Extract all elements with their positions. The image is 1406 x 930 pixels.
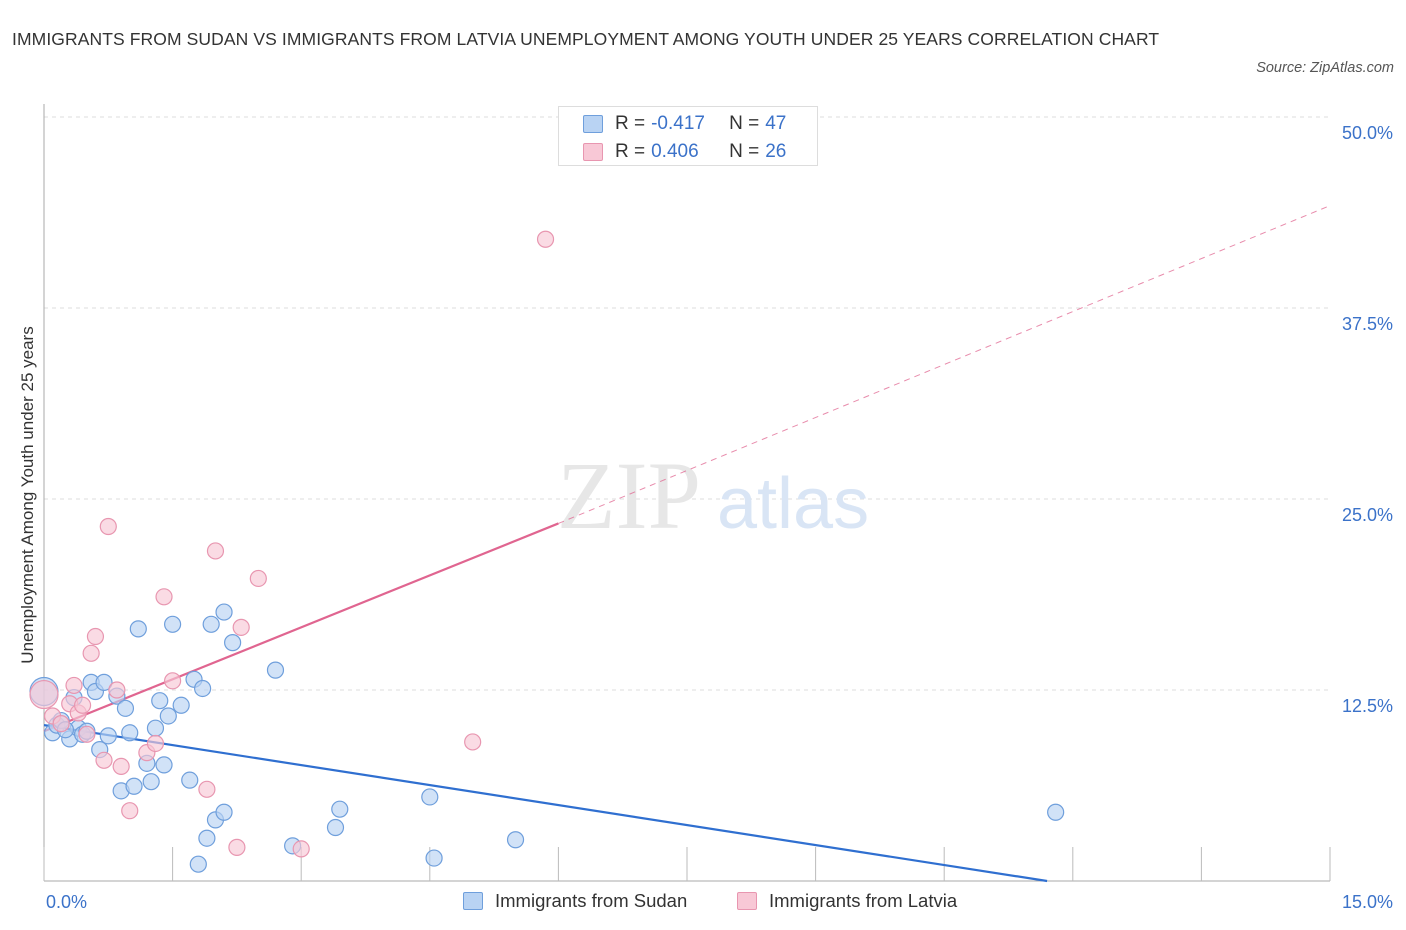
latvia-point bbox=[146, 734, 165, 753]
latvia-point bbox=[95, 751, 113, 769]
y-tick-label: 25.0% bbox=[1342, 505, 1393, 525]
latvia-point bbox=[82, 644, 100, 662]
sudan-point bbox=[159, 707, 177, 725]
sudan-point bbox=[202, 615, 220, 633]
sudan-point bbox=[146, 719, 165, 737]
n-value-latvia: 26 bbox=[765, 141, 787, 162]
watermark: ZIP atlas bbox=[557, 442, 869, 549]
n-label: N = bbox=[729, 141, 760, 162]
trend-lines bbox=[43, 205, 1331, 883]
latvia-point bbox=[232, 618, 250, 636]
latvia-swatch bbox=[737, 892, 757, 910]
latvia-swatch bbox=[583, 143, 603, 161]
legend-item-latvia[interactable]: Immigrants from Latvia bbox=[737, 890, 957, 912]
sudan-point bbox=[215, 603, 233, 621]
watermark-zip: ZIP bbox=[557, 442, 701, 549]
sudan-point bbox=[331, 800, 349, 818]
sudan-point bbox=[215, 803, 233, 821]
latvia-point bbox=[99, 517, 117, 536]
sudan-point bbox=[129, 620, 147, 638]
latvia-trend-line bbox=[43, 522, 559, 733]
sudan-point bbox=[266, 661, 285, 679]
sudan-point bbox=[125, 777, 143, 795]
sudan-point bbox=[1047, 803, 1065, 821]
r-label: R = bbox=[615, 141, 646, 162]
latvia-point bbox=[292, 840, 310, 858]
chart-title: IMMIGRANTS FROM SUDAN VS IMMIGRANTS FROM… bbox=[12, 29, 1160, 49]
watermark-atlas: atlas bbox=[717, 464, 869, 544]
latvia-point bbox=[155, 588, 173, 606]
r-value-sudan: -0.417 bbox=[651, 113, 705, 134]
sudan-point bbox=[121, 724, 139, 742]
sudan-point bbox=[99, 727, 117, 745]
correlation-legend: R = -0.417 N = 47 R = 0.406 N = 26 bbox=[558, 106, 818, 166]
sudan-point bbox=[95, 673, 113, 691]
latvia-point bbox=[78, 725, 96, 743]
grid-lines bbox=[44, 116, 1330, 691]
x-tick-label: 0.0% bbox=[46, 892, 87, 912]
latvia-point bbox=[86, 627, 105, 646]
tick-labels: 12.5% 25.0% 37.5% 50.0% 0.0% 15.0% bbox=[46, 123, 1393, 912]
latvia-point bbox=[164, 672, 182, 690]
sudan-point bbox=[155, 756, 173, 774]
y-axis-label: Unemployment Among Youth under 25 years bbox=[18, 326, 37, 663]
legend-item-sudan[interactable]: Immigrants from Sudan bbox=[463, 890, 687, 912]
sudan-point bbox=[164, 615, 182, 633]
latvia-point bbox=[536, 230, 555, 248]
sudan-point bbox=[142, 773, 160, 791]
axes bbox=[43, 104, 1331, 882]
latvia-point bbox=[206, 542, 225, 560]
latvia-point bbox=[228, 838, 246, 856]
y-tick-label: 12.5% bbox=[1342, 696, 1393, 716]
latvia-point bbox=[121, 802, 139, 820]
latvia-point bbox=[73, 696, 92, 714]
latvia-point bbox=[52, 715, 70, 733]
sudan-swatch bbox=[463, 892, 483, 910]
latvia-point bbox=[249, 569, 267, 588]
latvia-point bbox=[112, 757, 130, 776]
sudan-point bbox=[198, 829, 216, 847]
sudan-point bbox=[224, 634, 242, 652]
legend-label-latvia: Immigrants from Latvia bbox=[769, 890, 958, 911]
sudan-point bbox=[172, 696, 190, 714]
legend-row-latvia: R = 0.406 N = 26 bbox=[583, 139, 786, 165]
y-tick-label: 50.0% bbox=[1342, 123, 1393, 143]
r-value-latvia: 0.406 bbox=[651, 141, 699, 162]
latvia-point bbox=[464, 733, 482, 751]
sudan-trend-line bbox=[43, 724, 1048, 883]
sudan-point bbox=[116, 699, 135, 717]
sudan-swatch bbox=[583, 115, 603, 133]
x-tick-label: 15.0% bbox=[1342, 892, 1393, 912]
sudan-point bbox=[151, 692, 169, 710]
sudan-point bbox=[194, 679, 212, 698]
latvia-point bbox=[65, 676, 83, 695]
latvia-trend-line-extrapolated bbox=[558, 205, 1331, 524]
sudan-point bbox=[189, 855, 207, 873]
sudan-point bbox=[506, 831, 525, 849]
n-label: N = bbox=[729, 113, 760, 134]
latvia-point bbox=[29, 679, 59, 710]
latvia-point bbox=[108, 681, 126, 699]
legend-label-sudan: Immigrants from Sudan bbox=[495, 890, 688, 911]
y-tick-label: 37.5% bbox=[1342, 314, 1393, 334]
sudan-point bbox=[326, 818, 345, 837]
sudan-point bbox=[181, 771, 199, 789]
source-label: Source: ZipAtlas.com bbox=[1256, 60, 1394, 76]
sudan-point bbox=[425, 849, 443, 867]
n-value-sudan: 47 bbox=[765, 113, 787, 134]
r-label: R = bbox=[615, 113, 646, 134]
series-legend: Immigrants from Sudan Immigrants from La… bbox=[0, 888, 1406, 916]
sudan-point bbox=[421, 788, 439, 806]
latvia-point bbox=[198, 780, 216, 798]
legend-row-sudan: R = -0.417 N = 47 bbox=[583, 111, 786, 137]
data-points bbox=[29, 230, 1065, 873]
